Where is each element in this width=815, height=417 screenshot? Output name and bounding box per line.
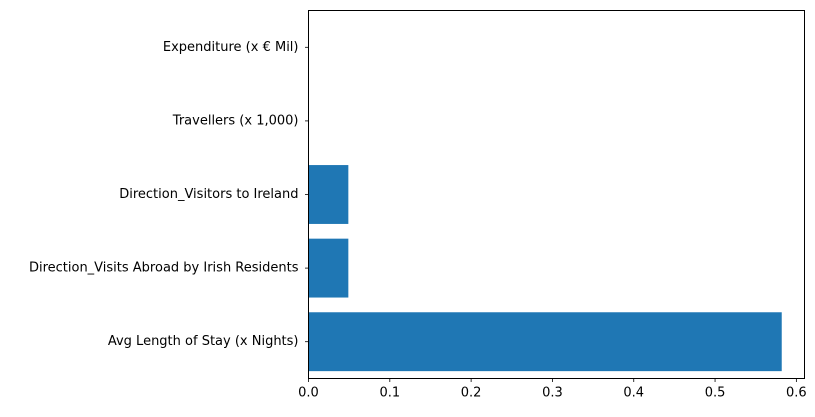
y-tick-label: Direction_Visitors to Ireland (119, 187, 298, 202)
x-tick-label: 0.5 (705, 386, 726, 401)
x-tick-label: 0.3 (542, 386, 563, 401)
x-tick-label: 0.6 (786, 386, 807, 401)
bars-group (308, 165, 782, 372)
y-tick-label: Direction_Visits Abroad by Irish Residen… (29, 261, 299, 276)
y-tick-label: Travellers (x 1,000) (172, 113, 299, 128)
y-tick-label: Avg Length of Stay (x Nights) (108, 334, 299, 349)
plot-frame (308, 10, 805, 379)
axes-group: Avg Length of Stay (x Nights) Direction_V… (29, 40, 807, 401)
bar-1 (308, 238, 349, 298)
x-tick-label: 0.4 (623, 386, 644, 401)
y-tick-label: Expenditure (x € Mil) (163, 40, 299, 55)
x-tick-label: 0.1 (379, 386, 400, 401)
bar-2 (308, 165, 349, 224)
bar-0 (308, 312, 782, 372)
x-tick-label: 0.2 (461, 386, 482, 401)
x-tick-label: 0.0 (298, 386, 319, 401)
